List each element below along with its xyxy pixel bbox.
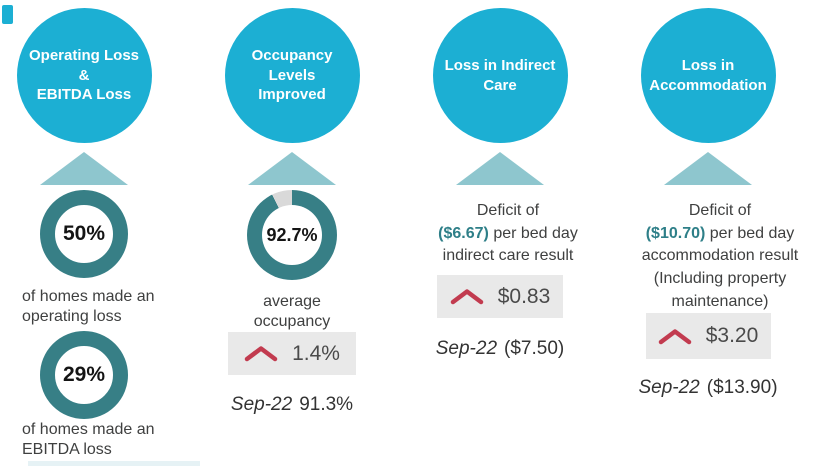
donut-caption: of homes made an EBITDA loss (22, 421, 155, 459)
kpi-bubble-label: Occupancy Levels Improved (251, 47, 333, 104)
deficit-amount: ($10.70) (645, 224, 706, 242)
column-operating-loss: Operating Loss & EBITDA Loss 50% of home… (0, 0, 208, 466)
deficit-amount: ($6.67) (438, 224, 489, 242)
donut-chart-operating-loss: 50% (40, 190, 128, 278)
prior-period-value: ($7.50) (504, 338, 565, 359)
bottom-accent-bar (28, 461, 200, 466)
donut-chart-ebitda-loss: 29% (40, 331, 128, 419)
deficit-intro: Deficit of (476, 202, 540, 219)
kpi-bubble-label: Loss in Accommodation (649, 57, 767, 94)
chevron-up-icon (244, 346, 278, 362)
column-occupancy: Occupancy Levels Improved 92.7% average … (208, 0, 416, 466)
donut-value: 92.7% (266, 224, 318, 245)
kpi-bubble-indirect-care: Loss in Indirect Care (432, 8, 568, 143)
up-triangle-icon (248, 152, 336, 185)
deficit-description: per bed day accommodation result (Includ… (641, 224, 799, 310)
donut-value: 29% (62, 363, 106, 386)
prior-period-label: Sep-22 (230, 394, 293, 415)
donut-caption: average occupancy (253, 293, 331, 331)
column-indirect-care: Loss in Indirect Care Deficit of ($6.67)… (416, 0, 624, 466)
prior-period-value: ($13.90) (706, 377, 778, 398)
prior-period-line: Sep-22 91.3% (208, 394, 376, 416)
deficit-intro: Deficit of (688, 202, 752, 219)
chevron-up-icon (658, 328, 691, 344)
kpi-bubble-occupancy: Occupancy Levels Improved (224, 8, 360, 143)
deficit-text: Deficit of ($10.70) per bed day accommod… (624, 200, 816, 314)
change-indicator-box: $0.83 (437, 275, 563, 318)
donut-caption: of homes made an operating loss (22, 288, 155, 326)
change-value: $0.83 (497, 284, 551, 308)
occupancy-donut-ring: 92.7% (247, 190, 337, 280)
up-triangle-icon (664, 152, 752, 185)
corner-accent-square (2, 5, 13, 24)
change-indicator-box: 1.4% (228, 332, 356, 375)
kpi-bubble-label: Loss in Indirect Care (444, 57, 556, 94)
change-indicator-box: $3.20 (645, 313, 771, 359)
deficit-description: per bed day indirect care result (442, 224, 578, 265)
change-value: $3.20 (705, 324, 759, 347)
column-accommodation: Loss in Accommodation Deficit of ($10.70… (624, 0, 832, 466)
prior-period-value: 91.3% (299, 394, 354, 415)
prior-period-label: Sep-22 (638, 377, 700, 398)
deficit-text: Deficit of ($6.67) per bed day indirect … (416, 200, 600, 268)
prior-period-line: Sep-22 ($7.50) (416, 338, 584, 360)
up-triangle-icon (456, 152, 544, 185)
chevron-up-icon (450, 289, 483, 305)
prior-period-line: Sep-22 ($13.90) (624, 377, 792, 399)
donut-hole (262, 205, 322, 265)
change-value: 1.4% (292, 341, 340, 365)
kpi-bubble-accommodation: Loss in Accommodation (640, 8, 776, 143)
donut-value: 50% (62, 222, 106, 245)
kpi-bubble-operating-loss: Operating Loss & EBITDA Loss (16, 8, 152, 143)
up-triangle-icon (40, 152, 128, 185)
kpi-bubble-label: Operating Loss & EBITDA Loss (28, 47, 140, 104)
prior-period-label: Sep-22 (435, 338, 498, 359)
